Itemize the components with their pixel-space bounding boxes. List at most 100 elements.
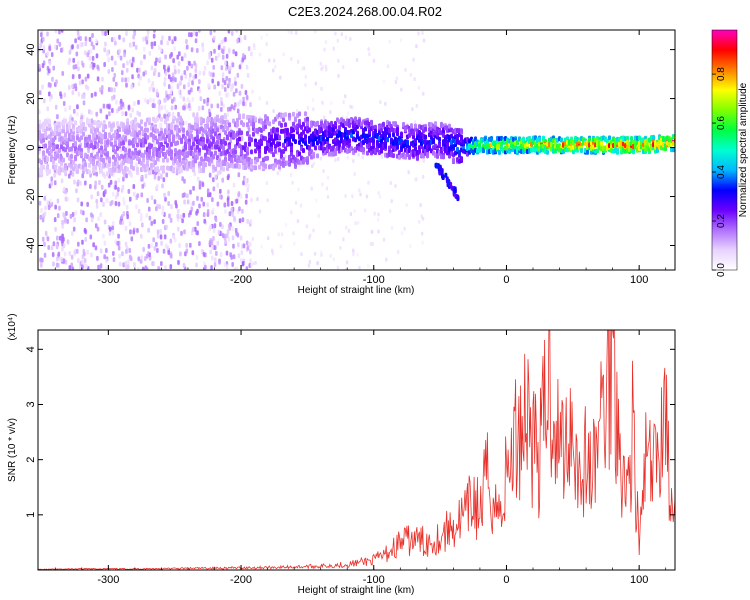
- heatmap-cell: [124, 77, 127, 83]
- heatmap-cell: [228, 66, 232, 72]
- heatmap-cell: [330, 101, 333, 106]
- heatmap-cell: [192, 185, 195, 191]
- heatmap-cell: [114, 139, 117, 145]
- heatmap-cell: [380, 148, 383, 154]
- heatmap-cell: [194, 158, 197, 164]
- heatmap-cell: [418, 148, 421, 154]
- heatmap-cell: [370, 229, 374, 234]
- spectrogram-y-label: Frequency (Hz): [7, 116, 18, 185]
- heatmap-cell: [125, 249, 128, 255]
- heatmap-cell: [187, 32, 191, 38]
- heatmap-cell: [208, 172, 212, 178]
- colorbar-tick-label: 0.2: [716, 214, 727, 228]
- heatmap-cell: [252, 261, 255, 266]
- heatmap-cell: [190, 63, 194, 69]
- heatmap-cell: [320, 86, 323, 91]
- heatmap-cell: [131, 56, 135, 62]
- heatmap-cell: [104, 266, 108, 270]
- heatmap-cell: [128, 221, 132, 227]
- heatmap-cell: [412, 134, 415, 140]
- heatmap-cell: [396, 127, 399, 133]
- heatmap-cell: [151, 103, 155, 109]
- heatmap-cell: [184, 144, 187, 150]
- heatmap-cell: [194, 38, 198, 44]
- heatmap-cell: [246, 218, 250, 224]
- heatmap-cell: [76, 44, 80, 50]
- heatmap-cell: [231, 235, 235, 241]
- heatmap-cell: [122, 37, 126, 43]
- heatmap-cell: [270, 146, 273, 152]
- heatmap-cell: [166, 40, 170, 46]
- heatmap-cell: [132, 155, 135, 161]
- heatmap-cell: [107, 69, 111, 75]
- heatmap-cell: [162, 157, 165, 163]
- heatmap-cell: [228, 225, 232, 231]
- heatmap-cell: [163, 76, 167, 82]
- heatmap-cell: [183, 52, 187, 58]
- heatmap-cell: [150, 243, 154, 249]
- heatmap-cell: [125, 264, 128, 270]
- heatmap-cell: [452, 158, 455, 164]
- heatmap-cell: [246, 150, 249, 156]
- heatmap-cell: [76, 111, 79, 117]
- heatmap-cell: [128, 169, 131, 175]
- heatmap-cell: [220, 97, 223, 103]
- heatmap-cell: [106, 139, 109, 145]
- heatmap-cell: [150, 44, 154, 50]
- heatmap-cell: [250, 149, 253, 155]
- colorbar-tick-label: 0.4: [716, 165, 727, 179]
- heatmap-cell: [245, 94, 249, 100]
- heatmap-cell: [428, 143, 431, 149]
- heatmap-cell: [374, 128, 377, 134]
- heatmap-cell: [214, 150, 217, 156]
- heatmap-cell: [181, 218, 184, 224]
- heatmap-cell: [46, 165, 49, 171]
- heatmap-cell: [124, 147, 127, 153]
- heatmap-cell: [146, 134, 149, 140]
- heatmap-cell: [299, 203, 303, 208]
- heatmap-cell: [209, 30, 213, 36]
- heatmap-cell: [40, 133, 43, 139]
- heatmap-cell: [180, 75, 183, 81]
- heatmap-cell: [208, 51, 211, 57]
- heatmap-cell: [60, 30, 64, 33]
- heatmap-cell: [292, 231, 295, 236]
- heatmap-cell: [137, 99, 140, 105]
- heatmap-cell: [44, 129, 47, 135]
- heatmap-cell: [307, 263, 311, 268]
- heatmap-cell: [242, 180, 245, 186]
- heatmap-cell: [81, 173, 85, 179]
- heatmap-cell: [81, 79, 84, 85]
- heatmap-cell: [78, 80, 82, 86]
- heatmap-cell: [210, 265, 213, 270]
- heatmap-cell: [114, 157, 117, 163]
- snr-frame: [37, 329, 676, 571]
- heatmap-cell: [260, 244, 263, 249]
- heatmap-cell: [328, 230, 332, 235]
- heatmap-cell: [157, 45, 161, 51]
- heatmap-cell: [187, 82, 190, 88]
- heatmap-cell: [226, 106, 230, 112]
- heatmap-cell: [141, 222, 144, 228]
- heatmap-cell: [248, 241, 252, 247]
- heatmap-cell: [40, 159, 43, 165]
- heatmap-cell: [231, 212, 235, 218]
- heatmap-cell: [226, 175, 230, 181]
- heatmap-cell: [264, 136, 267, 142]
- heatmap-cell: [142, 247, 145, 253]
- heatmap-cell: [110, 141, 113, 147]
- heatmap-cell: [241, 260, 245, 266]
- heatmap-cell: [177, 226, 180, 232]
- heatmap-cell: [412, 57, 415, 62]
- heatmap-cell: [84, 236, 88, 242]
- heatmap-cell: [267, 236, 270, 241]
- heatmap-cell: [284, 122, 287, 128]
- heatmap-cell: [229, 106, 232, 112]
- heatmap-cell: [254, 116, 257, 122]
- heatmap-cell: [128, 254, 132, 260]
- heatmap-cell: [232, 105, 236, 111]
- heatmap-cell: [239, 193, 243, 199]
- heatmap-cell: [62, 124, 65, 130]
- heatmap-cell: [60, 178, 64, 184]
- heatmap-cell: [377, 191, 380, 196]
